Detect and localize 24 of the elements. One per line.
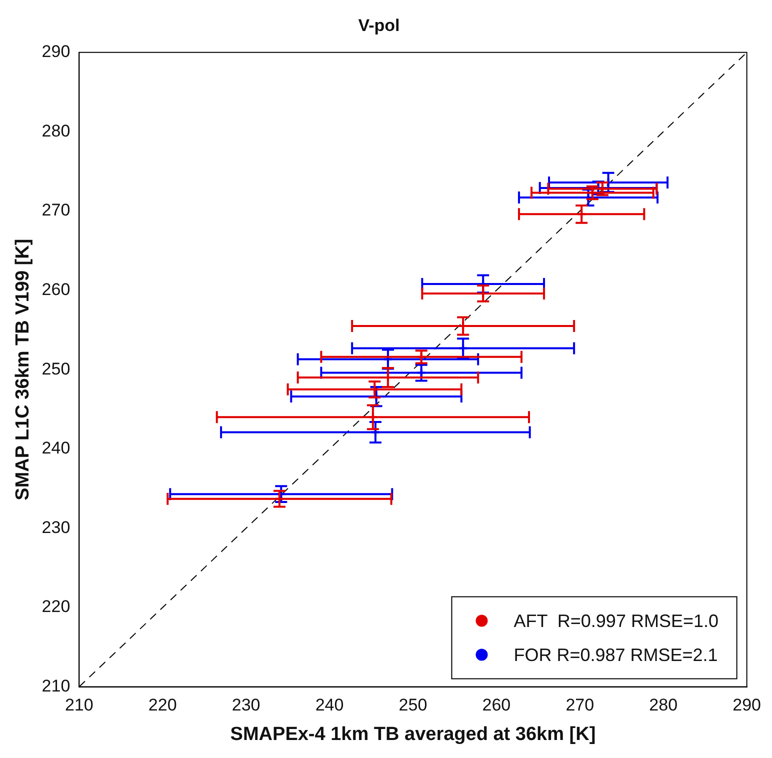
x-tick-label: 280: [649, 696, 678, 715]
y-tick-label: 280: [42, 121, 70, 140]
y-tick-label: 270: [42, 200, 70, 220]
y-tick-label: 240: [42, 438, 70, 458]
x-tick-label: 230: [232, 696, 260, 715]
x-tick-label: 210: [64, 696, 94, 715]
y-tick-label: 260: [42, 280, 70, 299]
x-tick-label: 220: [148, 696, 177, 715]
x-tick-label: 270: [566, 696, 594, 715]
x-tick-label: 240: [315, 696, 344, 715]
legend-label: FOR R=0.987 RMSE=2.1: [514, 644, 718, 665]
y-tick-label: 290: [42, 42, 70, 62]
y-tick-label: 250: [42, 359, 70, 378]
x-tick-label: 260: [482, 696, 511, 715]
point: [414, 364, 428, 382]
x-tick-label: 250: [398, 696, 428, 715]
y-axis-title: SMAP L1C 36km TB V199 [K]: [12, 238, 34, 500]
y-tick-label: 210: [42, 676, 70, 696]
legend-label: AFT R=0.997 RMSE=1.0: [514, 610, 719, 631]
x-axis-title: SMAPEx-4 1km TB averaged at 36km [K]: [230, 724, 596, 745]
x-tick-label: 290: [732, 696, 762, 715]
y-tick-label: 230: [42, 518, 70, 537]
chart-title: V-pol: [358, 16, 400, 35]
y-tick-label: 220: [42, 597, 70, 616]
